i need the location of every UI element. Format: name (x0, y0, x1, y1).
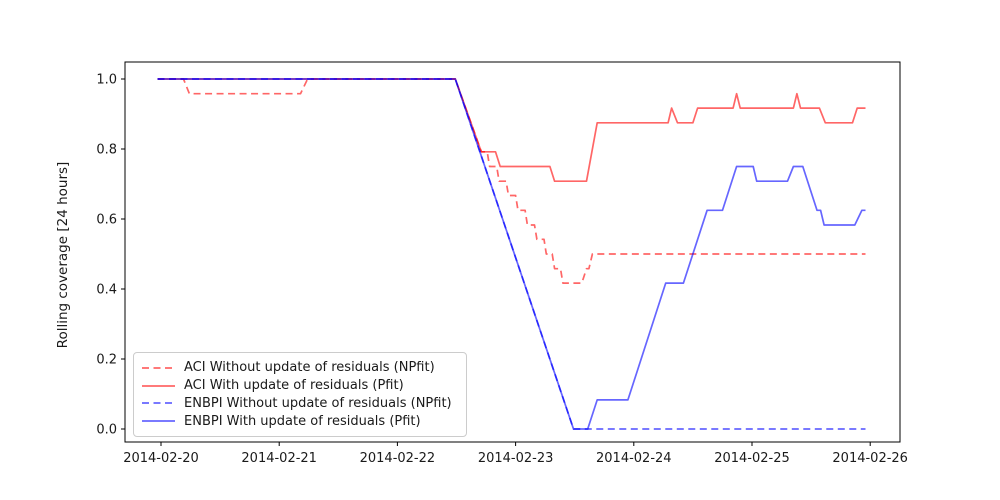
y-tick-label: 0.6 (96, 213, 117, 228)
x-tick-label: 2014-02-22 (360, 451, 436, 466)
series-line (157, 78, 866, 430)
legend-label: ENBPI With update of residuals (Pfit) (184, 413, 421, 429)
y-tick-label: 0.8 (96, 143, 117, 158)
legend-label: ACI With update of residuals (Pfit) (184, 378, 404, 394)
y-axis-ticks: 0.0 0.2 0.4 0.6 0.8 1.0 (96, 73, 125, 438)
series-line (157, 78, 866, 183)
legend-line-dashed-red-icon (142, 367, 175, 369)
legend-box: ACI Without update of residuals (NPfit) … (133, 352, 467, 437)
x-tick-label: 2014-02-23 (478, 451, 554, 466)
legend-line-dashed-blue-icon (142, 402, 175, 405)
x-axis-ticks: 2014-02-20 2014-02-21 2014-02-22 2014-02-23… (123, 442, 908, 466)
y-tick-label: 0.2 (96, 353, 117, 368)
legend-item-enbpi-npfit: ENBPI Without update of residuals (NPfit… (142, 395, 456, 413)
axes-frame (124, 61, 901, 443)
legend-item-aci-pfit: ACI With update of residuals (Pfit) (142, 377, 456, 395)
y-tick-label: 0.4 (96, 283, 117, 298)
y-tick-label: 0.0 (96, 423, 117, 438)
x-tick-label: 2014-02-21 (241, 451, 317, 466)
legend-line-solid-blue-icon (142, 420, 175, 422)
x-tick-label: 2014-02-26 (832, 451, 908, 466)
x-tick-label: 2014-02-20 (123, 451, 199, 466)
x-tick-label: 2014-02-24 (596, 451, 672, 466)
legend-label: ENBPI Without update of residuals (NPfit… (184, 395, 452, 411)
x-tick-label: 2014-02-25 (714, 451, 790, 466)
legend-line-solid-red-icon (142, 384, 175, 387)
y-tick-label: 1.0 (96, 73, 117, 88)
legend-item-enbpi-pfit: ENBPI With update of residuals (Pfit) (142, 412, 456, 430)
legend-label: ACI Without update of residuals (NPfit) (184, 360, 435, 376)
legend-item-aci-npfit: ACI Without update of residuals (NPfit) (142, 359, 456, 377)
series-lines (157, 78, 866, 430)
